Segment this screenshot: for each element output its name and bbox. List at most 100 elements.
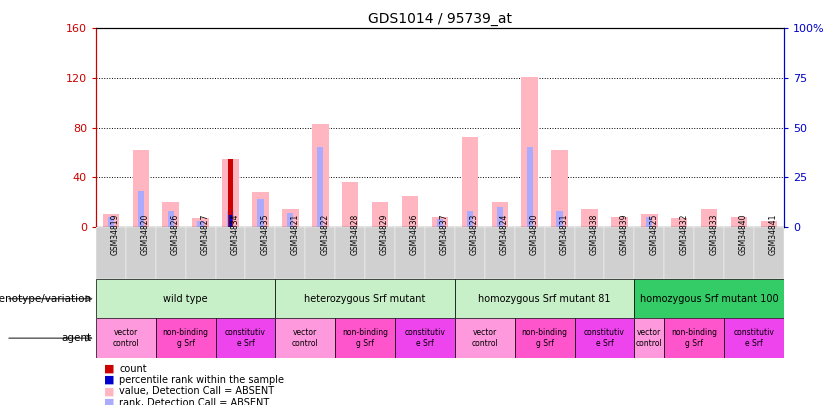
FancyBboxPatch shape — [275, 279, 455, 318]
Text: GSM34830: GSM34830 — [530, 214, 539, 256]
Text: GSM34822: GSM34822 — [320, 214, 329, 255]
Text: GSM34838: GSM34838 — [590, 214, 599, 256]
Bar — [317, 147, 324, 227]
FancyBboxPatch shape — [635, 227, 665, 279]
Text: wild type: wild type — [163, 294, 208, 304]
Text: GSM34831: GSM34831 — [560, 214, 569, 256]
Text: agent: agent — [62, 333, 92, 343]
Bar — [437, 219, 443, 227]
Text: non-binding
g Srf: non-binding g Srf — [163, 328, 208, 348]
Bar — [761, 221, 777, 227]
Text: genotype/variation: genotype/variation — [0, 294, 92, 304]
FancyBboxPatch shape — [96, 279, 275, 318]
Text: vector
control: vector control — [471, 328, 498, 348]
Bar — [229, 215, 232, 227]
FancyBboxPatch shape — [425, 227, 455, 279]
Text: ■: ■ — [104, 375, 115, 385]
Bar — [103, 214, 119, 227]
Bar — [432, 217, 448, 227]
FancyBboxPatch shape — [156, 318, 215, 358]
Bar — [163, 202, 179, 227]
Bar — [223, 159, 239, 227]
FancyBboxPatch shape — [694, 227, 724, 279]
FancyBboxPatch shape — [455, 318, 515, 358]
FancyBboxPatch shape — [754, 227, 784, 279]
FancyBboxPatch shape — [215, 227, 245, 279]
Text: GSM34833: GSM34833 — [709, 214, 718, 256]
Text: GSM34841: GSM34841 — [769, 214, 778, 256]
Text: constitutiv
e Srf: constitutiv e Srf — [404, 328, 445, 348]
FancyBboxPatch shape — [126, 227, 156, 279]
FancyBboxPatch shape — [515, 318, 575, 358]
FancyBboxPatch shape — [365, 227, 395, 279]
Bar — [108, 217, 114, 227]
FancyBboxPatch shape — [724, 318, 784, 358]
Bar — [198, 221, 203, 227]
Text: homozygous Srf mutant 81: homozygous Srf mutant 81 — [479, 294, 610, 304]
Bar — [252, 192, 269, 227]
Text: GSM34825: GSM34825 — [650, 214, 658, 256]
Text: non-binding
g Srf: non-binding g Srf — [521, 328, 568, 348]
Bar — [526, 147, 533, 227]
FancyBboxPatch shape — [455, 227, 485, 279]
FancyBboxPatch shape — [515, 227, 545, 279]
Text: ■: ■ — [104, 386, 115, 396]
FancyBboxPatch shape — [275, 318, 335, 358]
FancyBboxPatch shape — [96, 318, 156, 358]
Bar — [731, 217, 747, 227]
Text: GSM34837: GSM34837 — [440, 214, 449, 256]
Text: ■: ■ — [104, 398, 115, 405]
Text: GSM34832: GSM34832 — [679, 214, 688, 256]
Text: GSM34836: GSM34836 — [410, 214, 419, 256]
FancyBboxPatch shape — [335, 227, 365, 279]
Text: GSM34840: GSM34840 — [739, 214, 748, 256]
Text: GSM34828: GSM34828 — [350, 214, 359, 255]
Text: constitutiv
e Srf: constitutiv e Srf — [734, 328, 775, 348]
Text: non-binding
g Srf: non-binding g Srf — [671, 328, 717, 348]
Bar — [282, 209, 299, 227]
Text: percentile rank within the sample: percentile rank within the sample — [119, 375, 284, 385]
FancyBboxPatch shape — [724, 227, 754, 279]
FancyBboxPatch shape — [186, 227, 215, 279]
FancyBboxPatch shape — [96, 227, 126, 279]
Bar — [641, 214, 657, 227]
Bar — [287, 213, 294, 227]
Bar — [491, 202, 508, 227]
Bar — [133, 150, 149, 227]
Text: count: count — [119, 364, 147, 373]
FancyBboxPatch shape — [455, 279, 635, 318]
Text: homozygous Srf mutant 100: homozygous Srf mutant 100 — [640, 294, 778, 304]
Bar — [229, 159, 233, 227]
FancyBboxPatch shape — [395, 318, 455, 358]
Text: vector
control: vector control — [113, 328, 139, 348]
Bar — [228, 211, 234, 227]
Bar — [581, 209, 598, 227]
Bar — [312, 124, 329, 227]
Text: GSM34824: GSM34824 — [500, 214, 509, 256]
FancyBboxPatch shape — [665, 318, 724, 358]
FancyBboxPatch shape — [215, 318, 275, 358]
Text: vector
control: vector control — [636, 328, 663, 348]
Text: vector
control: vector control — [292, 328, 319, 348]
Text: heterozygous Srf mutant: heterozygous Srf mutant — [304, 294, 426, 304]
Bar — [258, 199, 264, 227]
Text: GSM34821: GSM34821 — [290, 214, 299, 255]
FancyBboxPatch shape — [635, 279, 784, 318]
Text: GSM34826: GSM34826 — [171, 214, 179, 256]
Bar — [611, 217, 628, 227]
Text: constitutiv
e Srf: constitutiv e Srf — [584, 328, 625, 348]
Text: GSM34839: GSM34839 — [620, 214, 629, 256]
Text: GSM34827: GSM34827 — [201, 214, 209, 256]
Text: GSM34819: GSM34819 — [111, 214, 120, 256]
Bar — [372, 202, 389, 227]
Text: rank, Detection Call = ABSENT: rank, Detection Call = ABSENT — [119, 398, 269, 405]
FancyBboxPatch shape — [575, 227, 605, 279]
FancyBboxPatch shape — [635, 318, 665, 358]
Title: GDS1014 / 95739_at: GDS1014 / 95739_at — [368, 12, 512, 26]
Bar — [551, 150, 568, 227]
Bar — [168, 211, 173, 227]
Bar — [556, 211, 563, 227]
Text: non-binding
g Srf: non-binding g Srf — [342, 328, 388, 348]
FancyBboxPatch shape — [395, 227, 425, 279]
FancyBboxPatch shape — [485, 227, 515, 279]
